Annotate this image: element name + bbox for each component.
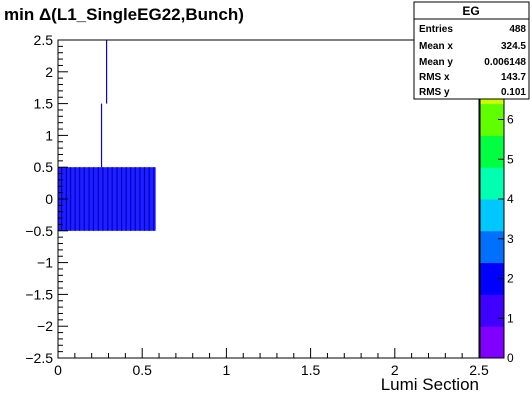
heatmap-stripe-16 — [134, 167, 136, 231]
stats-mean-y-value: 0.006148 — [484, 57, 526, 68]
x-tick-label: 0.5 — [132, 362, 152, 378]
heatmap-stripe-6 — [88, 167, 90, 231]
stats-rms-y-label: RMS y — [419, 87, 450, 98]
heatmap-cell-0 — [58, 167, 156, 231]
color-scale-segment — [480, 167, 504, 200]
stats-box-frame — [413, 1, 530, 100]
heatmap-stripe-7 — [92, 167, 95, 231]
stats-mean-x-label: Mean x — [419, 41, 453, 52]
color-scale-segment — [480, 135, 504, 168]
heatmap-stripe-10 — [107, 167, 109, 231]
y-tick-label: −1 — [37, 255, 53, 271]
heatmap-stripe-3 — [74, 167, 76, 231]
color-scale-segment — [480, 230, 504, 264]
heatmap-stripe-20 — [153, 167, 155, 231]
heatmap-stripe-8 — [97, 167, 99, 231]
y-tick-label: −2.5 — [25, 350, 53, 366]
x-axis: 0 0.5 1 1.5 2 2.5 — [54, 348, 489, 378]
y-tick-label: −0.5 — [25, 223, 53, 239]
z-tick-label: 1 — [507, 311, 514, 325]
z-tick-label: 3 — [507, 232, 514, 246]
y-tick-label: 0 — [45, 191, 53, 207]
x-tick-label: 2 — [391, 362, 399, 378]
color-scale-segment — [480, 294, 504, 327]
z-tick-label: 2 — [507, 272, 514, 286]
heatmap-cell-2 — [105, 40, 108, 104]
chart-title: min Δ(L1_SingleEG22,Bunch) — [4, 5, 244, 24]
stats-mean-x-value: 324.5 — [501, 41, 526, 52]
heatmap-stripe-19 — [148, 167, 150, 231]
x-tick-label: 1 — [223, 362, 231, 378]
heatmap-stripe-5 — [83, 167, 85, 231]
z-tick-label: 0 — [507, 351, 514, 365]
x-tick-label: 1.5 — [301, 362, 321, 378]
heatmap-stripe-4 — [79, 167, 81, 231]
stats-box: EG Entries 488 Mean x 324.5 Mean y 0.006… — [413, 1, 530, 100]
stats-rms-y-value: 0.101 — [501, 87, 526, 98]
z-tick-label: 5 — [507, 152, 514, 166]
z-tick-label: 4 — [507, 192, 514, 206]
y-tick-label: −1.5 — [25, 286, 53, 302]
stats-entries-label: Entries — [419, 24, 453, 35]
y-tick-label: 1 — [45, 127, 53, 143]
color-scale-segment — [480, 199, 504, 232]
stats-entries-value: 488 — [509, 24, 526, 35]
heatmap-stripe-11 — [111, 167, 113, 231]
heatmap-stripe-2 — [69, 167, 72, 231]
y-axis: −2.5 −2 −1.5 −1 −0.5 0 0.5 1 1.5 2 2.5 — [25, 32, 68, 366]
heatmap-stripe-15 — [130, 167, 132, 231]
y-tick-label: 2 — [45, 64, 53, 80]
heatmap-stripe-9 — [102, 167, 104, 231]
z-tick-label: 6 — [507, 113, 514, 127]
x-tick-label: 2.5 — [469, 362, 489, 378]
x-axis-label: Lumi Section — [381, 375, 479, 394]
color-scale-segment — [480, 326, 504, 359]
x-tick-label: 0 — [54, 362, 62, 378]
stats-title: EG — [462, 4, 479, 18]
heatmap-stripe-13 — [120, 167, 123, 231]
stats-mean-y-label: Mean y — [419, 57, 453, 68]
y-tick-label: 2.5 — [34, 32, 54, 48]
heatmap-stripe-17 — [139, 167, 141, 231]
heatmap-stripe-12 — [116, 167, 118, 231]
stats-rms-x-label: RMS x — [419, 72, 450, 83]
y-tick-label: 1.5 — [34, 96, 54, 112]
y-tick-label: −2 — [37, 318, 53, 334]
heatmap-stripe-14 — [125, 167, 127, 231]
heatmap-cell-1 — [100, 103, 103, 168]
heatmap-cells — [58, 40, 156, 231]
heatmap-stripe-18 — [143, 167, 146, 231]
stats-rms-x-value: 143.7 — [501, 72, 526, 83]
y-tick-label: 0.5 — [34, 159, 54, 175]
